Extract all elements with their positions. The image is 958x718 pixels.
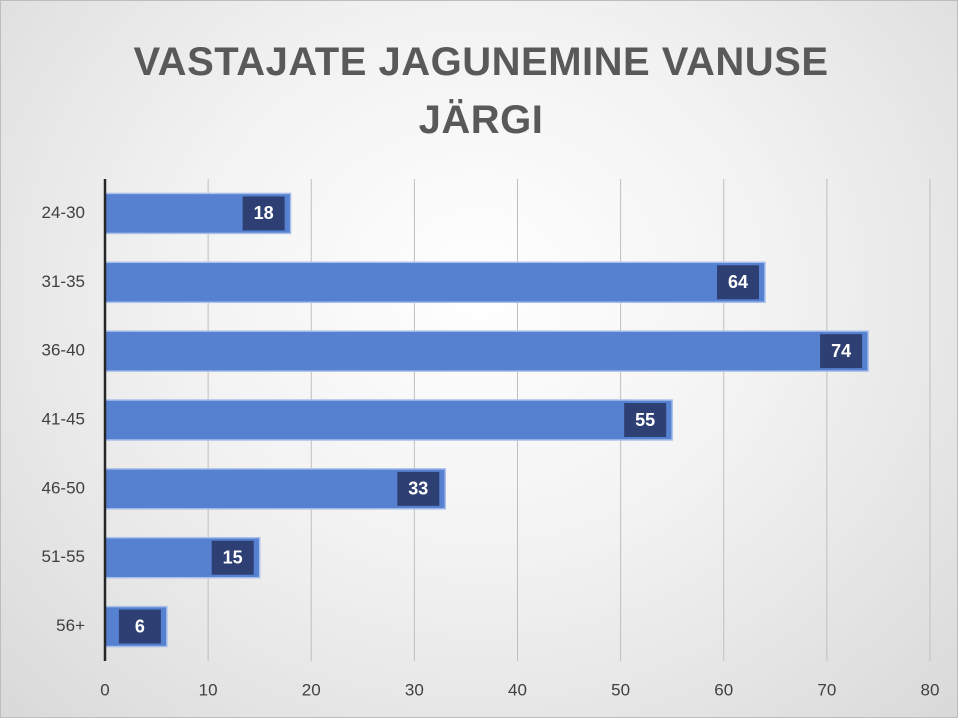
y-tick-label: 56+ xyxy=(56,616,85,635)
bar xyxy=(104,261,766,304)
value-label-box xyxy=(624,403,667,437)
x-tick-label: 40 xyxy=(508,680,527,699)
x-tick-label: 50 xyxy=(611,680,630,699)
chart-title: VASTAJATE JAGUNEMINE VANUSE JÄRGI xyxy=(133,40,829,142)
value-label: 33 xyxy=(408,479,428,499)
x-tick-label: 70 xyxy=(817,680,836,699)
y-tick-label: 41-45 xyxy=(42,409,85,428)
y-tick-label: 24-30 xyxy=(42,203,85,222)
value-label-box xyxy=(820,334,863,369)
value-label: 18 xyxy=(254,203,274,223)
value-label-box xyxy=(397,471,440,506)
value-label-box xyxy=(242,196,285,231)
value-label: 64 xyxy=(728,272,748,292)
x-tick-label: 30 xyxy=(405,680,424,699)
value-label: 55 xyxy=(635,410,655,430)
y-tick-label: 51-55 xyxy=(42,547,85,566)
value-label: 15 xyxy=(223,547,243,567)
y-tick-label: 46-50 xyxy=(42,478,85,497)
value-label-box xyxy=(118,609,161,644)
value-label-box xyxy=(211,540,254,575)
x-tick-label: 10 xyxy=(199,680,218,699)
bar xyxy=(104,468,447,510)
x-tick-label: 20 xyxy=(302,680,321,699)
y-tick-label: 36-40 xyxy=(42,341,85,360)
bar xyxy=(104,399,673,441)
x-tick-label: 80 xyxy=(921,680,940,699)
value-label-box xyxy=(717,265,759,300)
value-label: 74 xyxy=(831,341,851,361)
bar xyxy=(104,330,869,372)
x-tick-label: 0 xyxy=(100,680,109,699)
x-tick-label: 60 xyxy=(714,680,733,699)
value-label: 6 xyxy=(135,616,145,636)
y-tick-label: 31-35 xyxy=(42,272,85,291)
